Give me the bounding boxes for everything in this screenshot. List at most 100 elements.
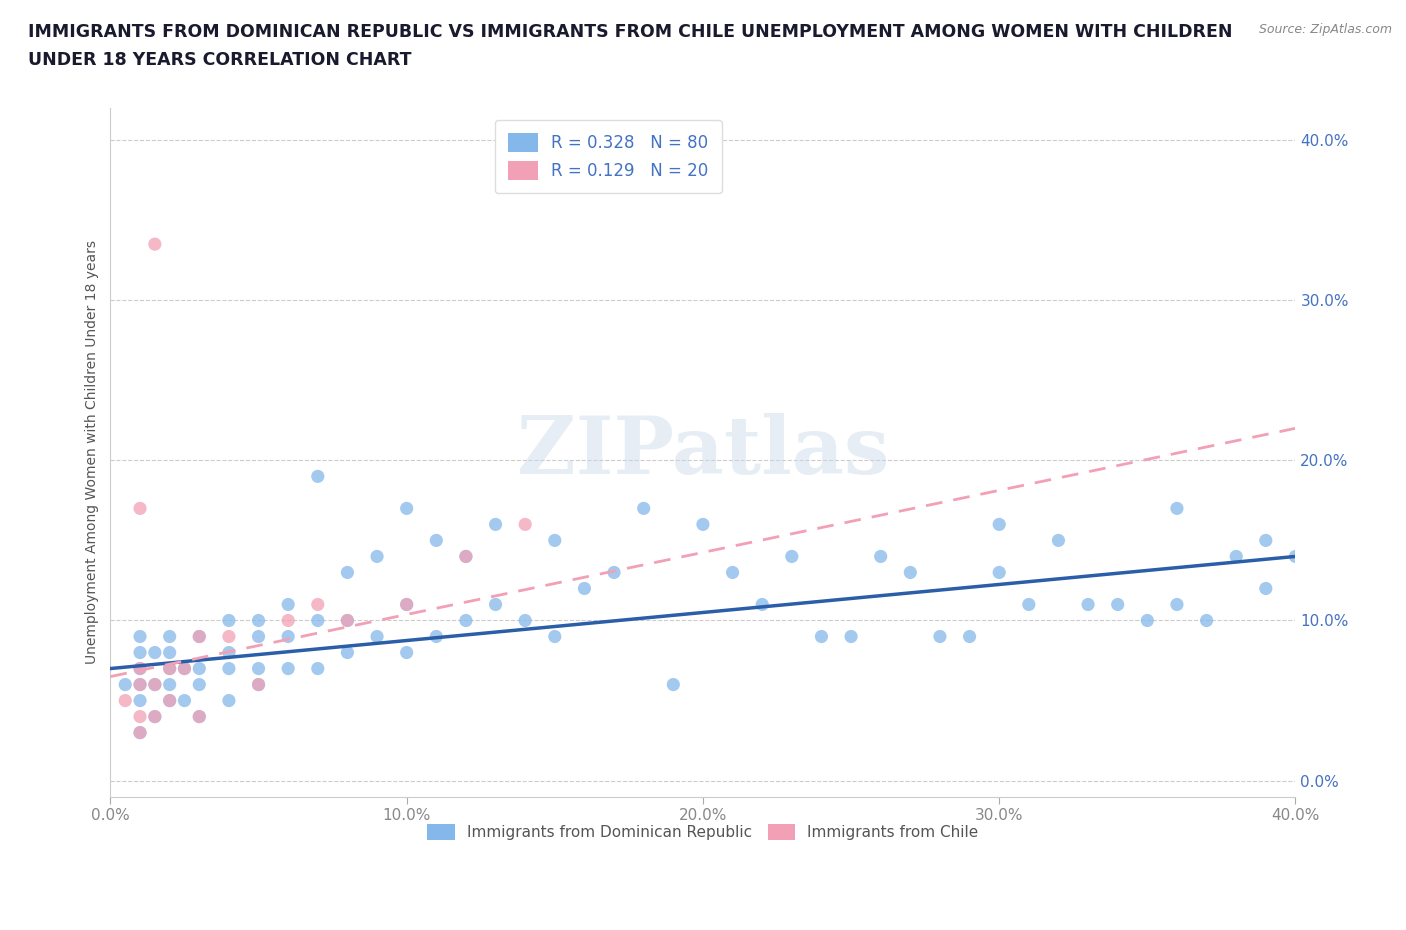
Point xyxy=(247,661,270,676)
Point xyxy=(143,237,166,252)
Point xyxy=(218,661,240,676)
Point xyxy=(173,693,195,708)
Point xyxy=(247,629,270,644)
Point xyxy=(1047,533,1070,548)
Point xyxy=(143,677,166,692)
Point xyxy=(143,710,166,724)
Point xyxy=(454,613,477,628)
Point xyxy=(484,597,506,612)
Point xyxy=(307,613,329,628)
Point xyxy=(721,565,744,580)
Point xyxy=(544,533,567,548)
Point xyxy=(143,645,166,660)
Point xyxy=(159,693,181,708)
Point xyxy=(277,597,299,612)
Point xyxy=(395,597,418,612)
Point xyxy=(839,629,862,644)
Point xyxy=(988,565,1011,580)
Point xyxy=(159,677,181,692)
Point xyxy=(1254,533,1277,548)
Point xyxy=(159,661,181,676)
Point xyxy=(129,677,152,692)
Point xyxy=(662,677,685,692)
Point xyxy=(188,710,211,724)
Text: IMMIGRANTS FROM DOMINICAN REPUBLIC VS IMMIGRANTS FROM CHILE UNEMPLOYMENT AMONG W: IMMIGRANTS FROM DOMINICAN REPUBLIC VS IM… xyxy=(28,23,1233,41)
Point xyxy=(1166,597,1188,612)
Point xyxy=(188,710,211,724)
Point xyxy=(1254,581,1277,596)
Point xyxy=(1107,597,1129,612)
Point xyxy=(188,629,211,644)
Point xyxy=(336,613,359,628)
Point xyxy=(633,501,655,516)
Point xyxy=(454,549,477,564)
Point xyxy=(129,661,152,676)
Text: ZIPatlas: ZIPatlas xyxy=(517,413,889,491)
Point xyxy=(277,613,299,628)
Point xyxy=(307,469,329,484)
Point xyxy=(515,613,537,628)
Point xyxy=(395,597,418,612)
Point xyxy=(129,725,152,740)
Point xyxy=(218,613,240,628)
Point xyxy=(173,661,195,676)
Point xyxy=(484,517,506,532)
Point xyxy=(810,629,832,644)
Point xyxy=(277,661,299,676)
Point xyxy=(188,629,211,644)
Point xyxy=(1136,613,1159,628)
Point xyxy=(129,725,152,740)
Point xyxy=(143,710,166,724)
Point xyxy=(247,677,270,692)
Point xyxy=(188,661,211,676)
Point xyxy=(129,710,152,724)
Point xyxy=(454,549,477,564)
Point xyxy=(898,565,921,580)
Point xyxy=(129,501,152,516)
Point xyxy=(395,501,418,516)
Point xyxy=(336,645,359,660)
Point xyxy=(159,645,181,660)
Text: UNDER 18 YEARS CORRELATION CHART: UNDER 18 YEARS CORRELATION CHART xyxy=(28,51,412,69)
Point xyxy=(247,677,270,692)
Point xyxy=(366,629,388,644)
Y-axis label: Unemployment Among Women with Children Under 18 years: Unemployment Among Women with Children U… xyxy=(86,240,100,664)
Point xyxy=(544,629,567,644)
Point xyxy=(307,597,329,612)
Point xyxy=(129,645,152,660)
Point xyxy=(425,533,447,548)
Point xyxy=(395,645,418,660)
Point xyxy=(218,645,240,660)
Point xyxy=(1018,597,1040,612)
Point xyxy=(574,581,596,596)
Point xyxy=(1195,613,1218,628)
Point xyxy=(603,565,626,580)
Point xyxy=(159,661,181,676)
Point xyxy=(1077,597,1099,612)
Point xyxy=(959,629,981,644)
Point xyxy=(692,517,714,532)
Point xyxy=(780,549,803,564)
Point xyxy=(336,613,359,628)
Point xyxy=(173,661,195,676)
Point xyxy=(1284,549,1306,564)
Point xyxy=(336,565,359,580)
Point xyxy=(129,629,152,644)
Point xyxy=(114,693,136,708)
Point xyxy=(869,549,891,564)
Point xyxy=(515,517,537,532)
Point xyxy=(366,549,388,564)
Point xyxy=(1166,501,1188,516)
Point xyxy=(1225,549,1247,564)
Point xyxy=(143,677,166,692)
Point xyxy=(425,629,447,644)
Text: Source: ZipAtlas.com: Source: ZipAtlas.com xyxy=(1258,23,1392,36)
Point xyxy=(751,597,773,612)
Point xyxy=(129,693,152,708)
Point xyxy=(988,517,1011,532)
Point xyxy=(218,629,240,644)
Legend: Immigrants from Dominican Republic, Immigrants from Chile: Immigrants from Dominican Republic, Immi… xyxy=(420,817,986,847)
Point xyxy=(159,693,181,708)
Point xyxy=(277,629,299,644)
Point xyxy=(307,661,329,676)
